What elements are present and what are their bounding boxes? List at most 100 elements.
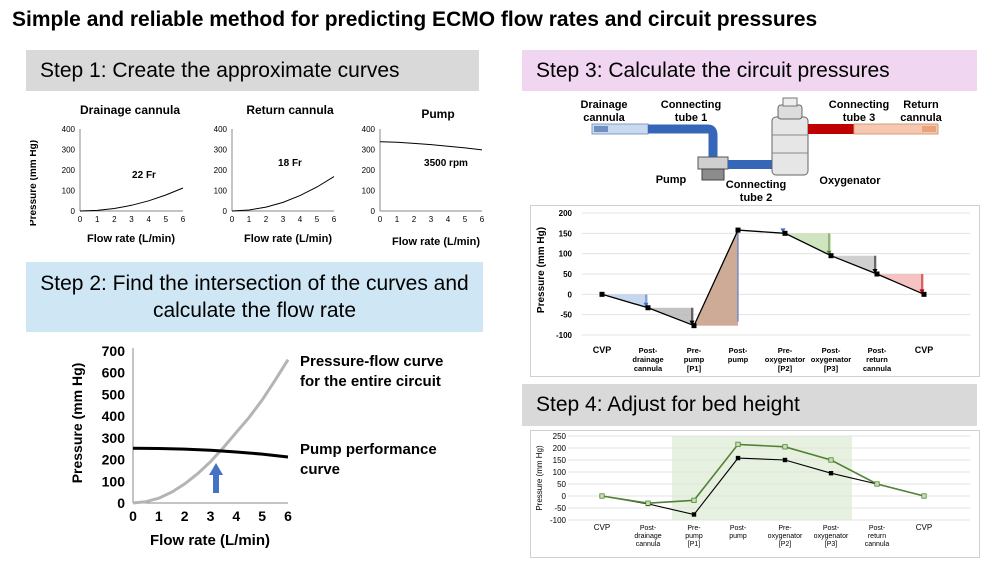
return-cannula-title: Return cannula (246, 103, 334, 117)
step3-ytick-label: 100 (559, 250, 573, 259)
step3-ytick-label: -100 (556, 331, 573, 340)
step1-ytick-label: 0 (371, 207, 376, 216)
step1-heading: Step 1: Create the approximate curves (26, 50, 479, 91)
step2-heading: Step 2: Find the intersection of the cur… (26, 262, 483, 332)
step1-xtick-label: 2 (264, 215, 269, 224)
step3-ytick-label: 0 (568, 290, 573, 299)
step4-category-label: CVP (594, 523, 610, 532)
step1-xtick-label: 3 (429, 215, 434, 224)
step2-xtick-label: 3 (207, 508, 215, 524)
legend-pump-line1: Pump performance (300, 441, 437, 458)
step4-adjusted-point (782, 444, 788, 450)
step3-category-label: oxygenator (811, 355, 852, 364)
step3-ytick-label: -50 (560, 311, 572, 320)
step4-category-label: cannula (865, 541, 890, 548)
step3-data-point (645, 305, 651, 311)
step3-ylabel: Pressure (mm Hg) (536, 227, 547, 313)
step2-chart: Pressure (mm Hg) 0 100 200 300 400 500 600 700 0… (69, 343, 443, 549)
drainage-cannula-tip (594, 126, 608, 132)
step4-category-label: oxygenator (768, 533, 803, 540)
step1-xtick-label: 4 (146, 215, 151, 224)
label-tube1-1: Connecting (661, 99, 722, 111)
step4-category-label: cannula (636, 541, 661, 548)
step3-data-point (691, 323, 697, 329)
step4-category-label: Post- (869, 525, 886, 532)
step3-data-point (828, 253, 834, 259)
step1-xtick-label: 6 (181, 215, 186, 224)
step1-ylabel: Pressure (mm Hg) (30, 140, 39, 226)
step1-xtick-label: 1 (247, 215, 252, 224)
step1-xtick-label: 6 (480, 215, 485, 224)
step3-data-point (735, 227, 741, 233)
step4-ytick-label: 250 (553, 432, 567, 441)
intersection-arrow (209, 463, 223, 493)
step4-adjusted-point (735, 441, 741, 447)
step4-adjusted-point (691, 497, 697, 503)
label-pump: Pump (656, 174, 687, 186)
step2-xtick-label: 1 (155, 508, 163, 524)
step2-xlabel: Flow rate (L/min) (150, 532, 270, 549)
step1-ytick-label: 200 (362, 166, 376, 175)
connecting-tube-1-shape (648, 124, 718, 157)
step3-category-label: [P2] (778, 364, 793, 373)
step3-category-label: Post- (729, 346, 748, 355)
legend-circuit-line1: Pressure-flow curve (300, 353, 443, 370)
step1-xtick-label: 2 (112, 215, 117, 224)
pump-body (697, 156, 729, 170)
step1-ytick-label: 400 (362, 125, 376, 134)
step2-ytick-label: 700 (102, 343, 126, 359)
pump-base (701, 168, 725, 181)
step4-category-label: return (868, 533, 886, 540)
step1-xtick-label: 3 (281, 215, 286, 224)
step4-ytick-label: 50 (557, 480, 566, 489)
step1-xtick-label: 3 (129, 215, 134, 224)
return-cannula-panel: Return cannula 0 100 200 300 400 0 1 2 3 4 5 6 18 F… (214, 103, 337, 245)
step1-xtick-label: 5 (315, 215, 320, 224)
step1-xtick-label: 1 (95, 215, 100, 224)
step3-category-label: Post- (639, 346, 658, 355)
step4-ytick-label: -100 (550, 516, 567, 525)
connecting-tube-2-shape (728, 160, 772, 169)
drainage-cannula-annotation: 22 Fr (132, 170, 156, 181)
step1-xtick-label: 0 (378, 215, 383, 224)
step1-ytick-label: 100 (214, 187, 228, 196)
step3-category-label: CVP (915, 345, 934, 355)
step1-ytick-label: 300 (62, 146, 76, 155)
step3-data-point (921, 291, 927, 297)
step1-charts: Pressure (mm Hg) Drainage cannula 010020… (30, 103, 485, 248)
step1-ytick-label: 300 (362, 146, 376, 155)
step4-category-label: Pre- (687, 525, 701, 532)
step1-ytick-label: 100 (362, 187, 376, 196)
step2-ylabel: Pressure (mm Hg) (69, 363, 85, 484)
drainage-xlabel: Flow rate (L/min) (87, 233, 175, 245)
step3-category-label: [P1] (687, 364, 702, 373)
step1-xtick-label: 1 (395, 215, 400, 224)
label-tube3-1: Connecting (829, 99, 890, 111)
label-tube2-2: tube 2 (740, 192, 772, 204)
step2-ytick-label: 0 (117, 495, 125, 511)
step3-category-label: drainage (632, 355, 663, 364)
step4-ytick-label: 150 (553, 456, 567, 465)
step1-xtick-label: 5 (164, 215, 169, 224)
step1-xtick-label: 0 (78, 215, 83, 224)
step3-ytick-label: 150 (559, 229, 573, 238)
step1-ytick-label: 0 (71, 207, 76, 216)
label-drainage-2: cannula (583, 112, 625, 124)
circuit-curve (132, 358, 290, 505)
pump-performance-curve (132, 446, 289, 459)
step3-category-label: oxygenator (765, 355, 806, 364)
step3-category-label: pump (728, 355, 749, 364)
step4-ytick-label: 0 (562, 492, 567, 501)
step3-category-label: Post- (822, 346, 841, 355)
step4-ytick-label: 200 (553, 444, 567, 453)
step4-category-label: pump (729, 533, 747, 540)
step3-category-label: cannula (634, 364, 663, 373)
return-cannula-curve (231, 176, 335, 212)
step4-category-label: [P2] (779, 541, 792, 548)
pump-panel: Pump 0 100 200 300 400 0 1 2 3 4 5 6 3500 rpm Flow … (362, 107, 485, 248)
step3-pressure-drop-fill (877, 274, 924, 295)
step4-ytick-label: -50 (554, 504, 566, 513)
step1-ytick-label: 100 (62, 187, 76, 196)
step2-ytick-label: 100 (102, 473, 126, 489)
step4-category-label: drainage (634, 533, 661, 540)
